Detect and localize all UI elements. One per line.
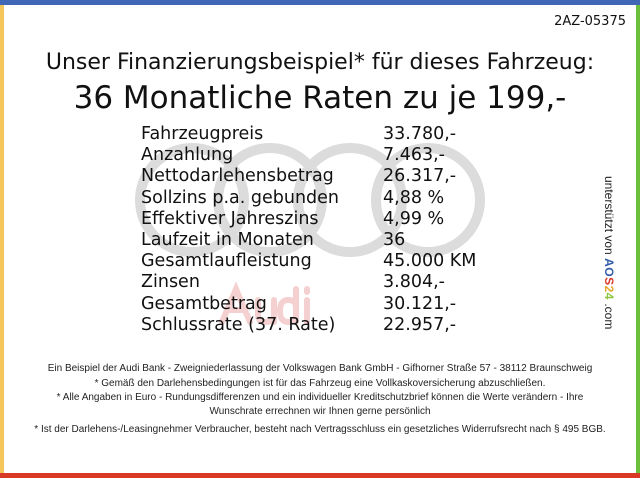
aos24-logo: AOS24: [602, 258, 616, 300]
footer-line: * Gemäß den Darlehensbedingungen ist für…: [94, 377, 546, 389]
row-label: Gesamtlaufleistung: [141, 251, 312, 272]
row-value: 30.121,-: [383, 293, 457, 314]
finance-table: Fahrzeugpreis 33.780,- Anzahlung 7.463,- Net…: [141, 124, 476, 336]
footer-line: * Ist der Darlehens-/Leasingnehmer Verbr…: [34, 424, 606, 435]
row-value: 3.804,-: [383, 272, 445, 293]
row-value: 4,99 %: [383, 208, 445, 229]
vehicle-code: 2AZ-05375: [554, 14, 626, 29]
right-border: [636, 5, 640, 473]
rate-headline: 36 Monatliche Raten zu je 199,-: [73, 80, 567, 116]
row-label: Anzahlung: [141, 145, 234, 166]
audi-ring-icon: [293, 143, 407, 257]
row-value: 36: [383, 230, 406, 251]
footer-line: * Alle Angaben in Euro - Rundungsdiffere…: [56, 392, 584, 417]
finance-row: Laufzeit in Monaten 36: [141, 230, 476, 251]
row-value: 45.000 KM: [383, 251, 477, 272]
row-label: Zinsen: [141, 272, 200, 293]
finance-row: Anzahlung 7.463,-: [141, 145, 476, 166]
finance-row: Nettodarlehensbetrag 26.317,-: [141, 166, 476, 187]
row-value: 26.317,-: [383, 166, 457, 187]
finance-row: Schlussrate (37. Rate) 22.957,-: [141, 315, 476, 336]
left-border: [0, 5, 4, 473]
sponsor-domain: .com: [602, 303, 616, 330]
bottom-border: [0, 473, 640, 478]
finance-row: Effektiver Jahreszins 4,99 %: [141, 209, 476, 230]
row-label: Nettodarlehensbetrag: [141, 166, 334, 187]
row-label: Gesamtbetrag: [141, 293, 267, 314]
audi-wordmark-logo: [219, 281, 310, 326]
row-label: Effektiver Jahreszins: [141, 208, 319, 229]
audi-ring-icon: [135, 143, 249, 257]
finance-row: Sollzins p.a. gebunden 4,88 %: [141, 188, 476, 209]
row-value: 4,88 %: [383, 187, 445, 208]
finance-row: Fahrzeugpreis 33.780,-: [141, 124, 476, 145]
footer-line: Ein Beispiel der Audi Bank - Zweignieder…: [47, 363, 593, 374]
audi-ring-icon: [371, 143, 485, 257]
row-label: Schlussrate (37. Rate): [141, 314, 336, 335]
sponsor-note: unterstützt von AOS24 .com: [602, 176, 616, 329]
row-value: 22.957,-: [383, 314, 457, 335]
top-border: [0, 0, 640, 5]
row-value: 7.463,-: [383, 145, 445, 166]
row-label: Sollzins p.a. gebunden: [141, 187, 340, 208]
finance-row: Gesamtbetrag 30.121,-: [141, 294, 476, 315]
sponsor-text: unterstützt von: [602, 176, 616, 255]
headline: Unser Finanzierungsbeispiel* für dieses …: [45, 50, 595, 75]
row-label: Laufzeit in Monaten: [141, 230, 314, 251]
finance-row: Zinsen 3.804,-: [141, 272, 476, 293]
row-value: 33.780,-: [383, 124, 457, 144]
audi-ring-icon: [213, 143, 327, 257]
legal-footer: Ein Beispiel der Audi Bank - Zweignieder…: [30, 362, 610, 438]
row-label: Fahrzeugpreis: [141, 124, 264, 144]
finance-row: Gesamtlaufleistung 45.000 KM: [141, 251, 476, 272]
